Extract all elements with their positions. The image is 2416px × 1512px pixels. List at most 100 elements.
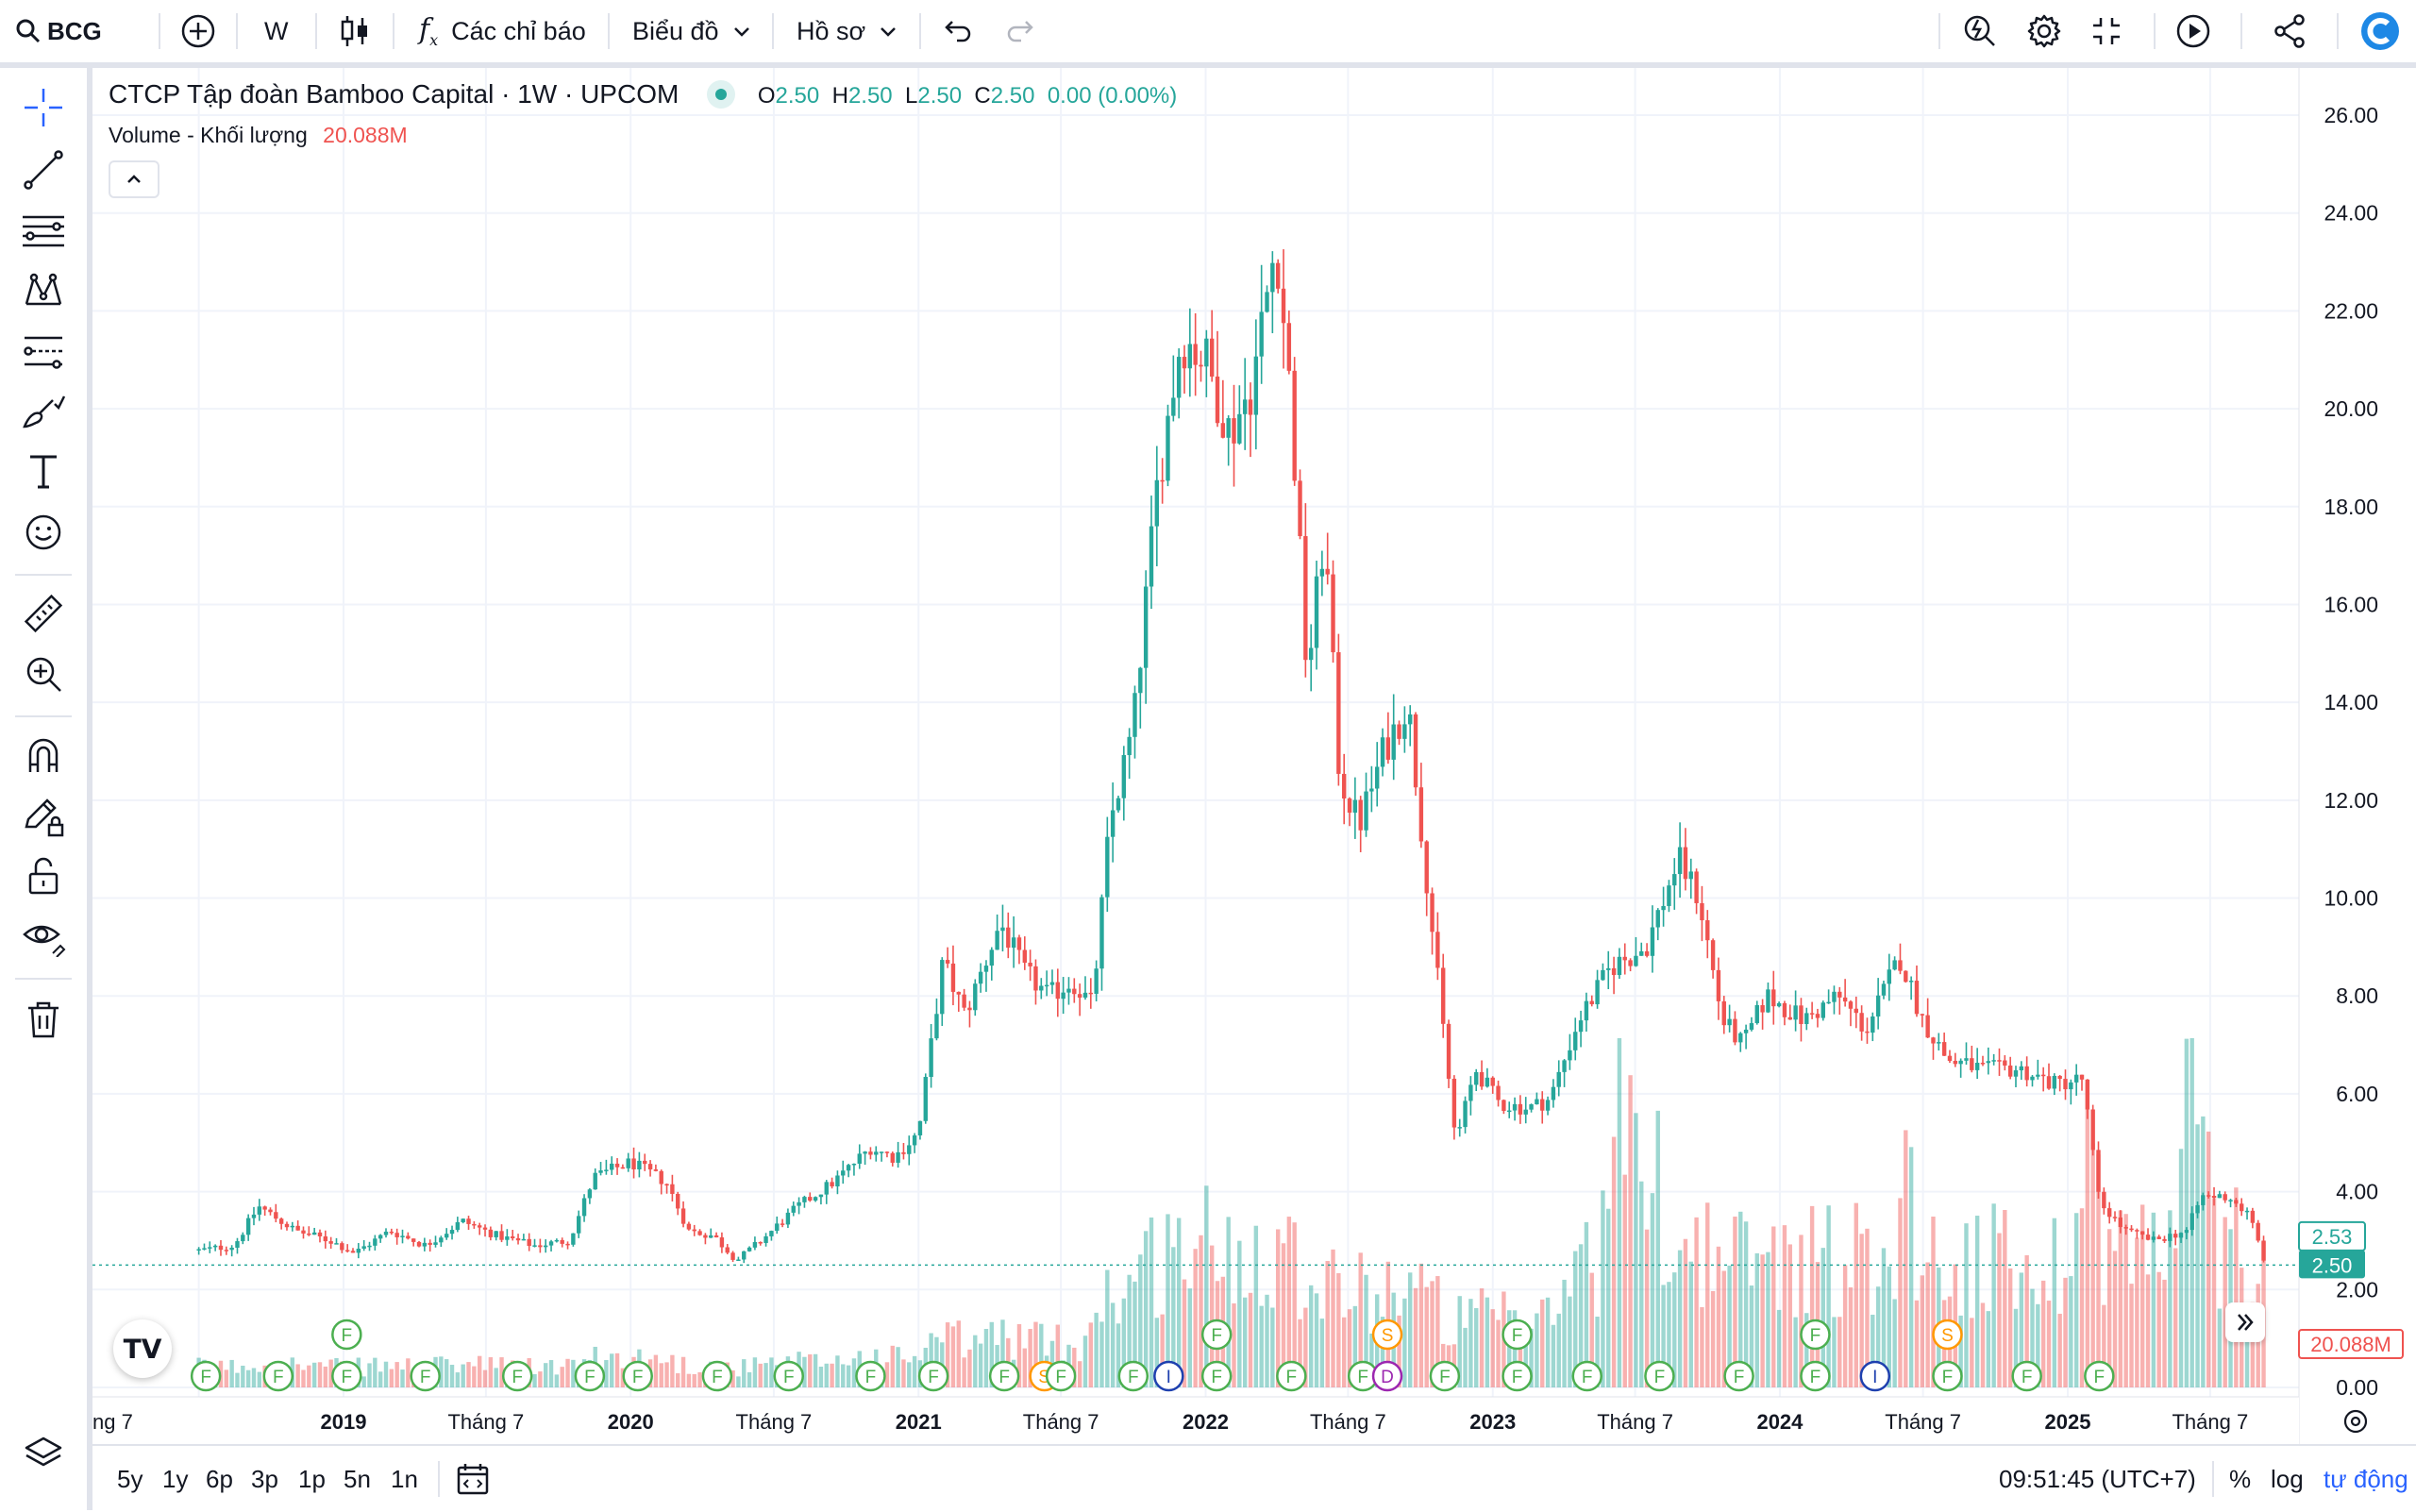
event-marker-s[interactable]: S	[1371, 1319, 1403, 1351]
share-button[interactable]	[2271, 0, 2308, 62]
event-marker-f[interactable]: F	[1429, 1360, 1461, 1392]
event-marker-f[interactable]: F	[331, 1360, 362, 1392]
range-1d-button[interactable]: 1n	[391, 1446, 418, 1512]
remove-drawings-tool[interactable]	[19, 995, 68, 1044]
event-marker-f[interactable]: F	[1276, 1360, 1307, 1392]
candle-body	[1121, 755, 1127, 798]
volume-bar	[1110, 1302, 1116, 1387]
candle-body	[1628, 960, 1633, 966]
trend-line-tool[interactable]	[19, 145, 68, 194]
event-marker-f[interactable]: F	[1800, 1360, 1831, 1392]
event-letter: F	[1286, 1368, 1298, 1387]
event-marker-f[interactable]: F	[574, 1360, 606, 1392]
undo-button[interactable]	[940, 0, 974, 62]
pattern-tool[interactable]	[19, 266, 68, 315]
log-scale-toggle[interactable]: log	[2271, 1446, 2304, 1512]
time-scale[interactable]	[92, 1397, 2299, 1444]
event-marker-f[interactable]: F	[410, 1360, 441, 1392]
fullscreen-toggle-button[interactable]	[2088, 0, 2125, 62]
collapse-legend-button[interactable]	[109, 160, 159, 198]
projection-tool[interactable]	[19, 327, 68, 376]
tradingview-logo[interactable]: 𝗧𝗩	[113, 1319, 172, 1378]
price-chart[interactable]: F F FFF F F F F F F F F S F F I FFF F DSF FFF F F FFI FSF F26.0…	[92, 68, 2416, 1444]
symbol-search[interactable]: BCG	[15, 0, 102, 62]
volume-bar	[752, 1357, 758, 1387]
range-5y-button[interactable]: 5y	[117, 1446, 143, 1512]
range-3m-button[interactable]: 3p	[251, 1446, 278, 1512]
event-marker-f[interactable]: F	[1502, 1360, 1533, 1392]
settings-button[interactable]	[2025, 0, 2063, 62]
interval-button[interactable]: W	[264, 0, 288, 62]
event-marker-d[interactable]: D	[1371, 1360, 1403, 1392]
event-marker-f[interactable]: F	[917, 1360, 949, 1392]
event-marker-f[interactable]: F	[2011, 1360, 2042, 1392]
event-marker-s[interactable]: S	[1932, 1319, 1963, 1351]
event-marker-f[interactable]: F	[1800, 1319, 1831, 1351]
indicators-button[interactable]: fx Các chỉ báo	[419, 0, 586, 62]
profile-menu-button[interactable]: Hồ sơ	[797, 0, 899, 62]
range-6m-button[interactable]: 6p	[206, 1446, 233, 1512]
scroll-to-realtime-button[interactable]	[2225, 1302, 2265, 1342]
event-marker-f[interactable]: F	[1644, 1360, 1675, 1392]
event-marker-f[interactable]: F	[1502, 1319, 1533, 1351]
candle-body	[1578, 1020, 1584, 1033]
event-marker-f[interactable]: F	[262, 1360, 294, 1392]
redo-button[interactable]	[1004, 0, 1038, 62]
volume-bar	[1127, 1274, 1132, 1387]
price-scale[interactable]	[2299, 68, 2416, 1444]
event-marker-f[interactable]: F	[1200, 1360, 1233, 1392]
percent-scale-toggle[interactable]: %	[2229, 1446, 2251, 1512]
chart-type-button[interactable]	[338, 0, 372, 62]
event-marker-f[interactable]: F	[1200, 1319, 1233, 1351]
range-1y-button[interactable]: 1y	[162, 1446, 188, 1512]
brush-tool[interactable]	[19, 387, 68, 436]
compare-button[interactable]	[179, 0, 217, 62]
date-range-button[interactable]	[455, 1446, 491, 1512]
event-marker-f[interactable]: F	[1932, 1360, 1963, 1392]
candle-body	[1804, 1013, 1809, 1025]
volume-bar	[676, 1373, 680, 1387]
hide-drawings-tool[interactable]	[19, 912, 68, 961]
event-marker-f[interactable]: F	[622, 1360, 653, 1392]
scale-settings-button[interactable]	[2343, 1409, 2368, 1434]
event-marker-f[interactable]: F	[190, 1360, 222, 1392]
fib-tool[interactable]	[19, 206, 68, 255]
volume-bar	[2156, 1271, 2161, 1387]
event-marker-f[interactable]: F	[501, 1360, 533, 1392]
event-marker-f[interactable]: F	[1117, 1360, 1149, 1392]
lock-drawings-tool[interactable]	[19, 791, 68, 840]
range-1m-button[interactable]: 1p	[298, 1446, 326, 1512]
candle-body	[1584, 1000, 1589, 1021]
event-marker-f[interactable]: F	[1723, 1360, 1754, 1392]
event-marker-f[interactable]: F	[773, 1360, 805, 1392]
event-marker-f[interactable]: F	[988, 1360, 1020, 1392]
event-marker-f[interactable]: F	[701, 1360, 733, 1392]
candle-body	[808, 1197, 813, 1201]
object-tree-button[interactable]	[19, 1429, 68, 1478]
clock-label: 09:51:45 (UTC+7)	[1999, 1464, 2196, 1493]
event-marker-i[interactable]: I	[1153, 1360, 1184, 1392]
event-marker-f[interactable]: F	[855, 1360, 886, 1392]
replay-button[interactable]	[2174, 0, 2212, 62]
lock-all-tool[interactable]	[19, 851, 68, 900]
crosshair-tool[interactable]	[19, 83, 68, 132]
quick-search-button[interactable]	[1961, 0, 1999, 62]
candle-body	[2217, 1194, 2223, 1199]
measure-tool[interactable]	[19, 589, 68, 638]
zoom-in-tool[interactable]	[19, 649, 68, 698]
range-5d-button[interactable]: 5n	[344, 1446, 371, 1512]
event-marker-f[interactable]: F	[331, 1319, 362, 1351]
magnet-tool[interactable]	[19, 731, 68, 780]
event-marker-f[interactable]: F	[2084, 1360, 2115, 1392]
clock-timezone[interactable]: 09:51:45 (UTC+7)	[1999, 1446, 2196, 1512]
layers-icon	[25, 1436, 62, 1467]
chart-menu-button[interactable]: Biểu đồ	[632, 0, 753, 62]
candle-body	[1809, 1013, 1815, 1015]
event-marker-f[interactable]: F	[1045, 1360, 1077, 1392]
auto-scale-toggle[interactable]: tự động	[2324, 1446, 2408, 1512]
event-marker-f[interactable]: F	[1571, 1360, 1602, 1392]
emoji-tool[interactable]	[19, 508, 68, 557]
text-tool[interactable]	[19, 447, 68, 496]
event-marker-i[interactable]: I	[1859, 1360, 1891, 1392]
volume-bar	[1408, 1272, 1413, 1387]
